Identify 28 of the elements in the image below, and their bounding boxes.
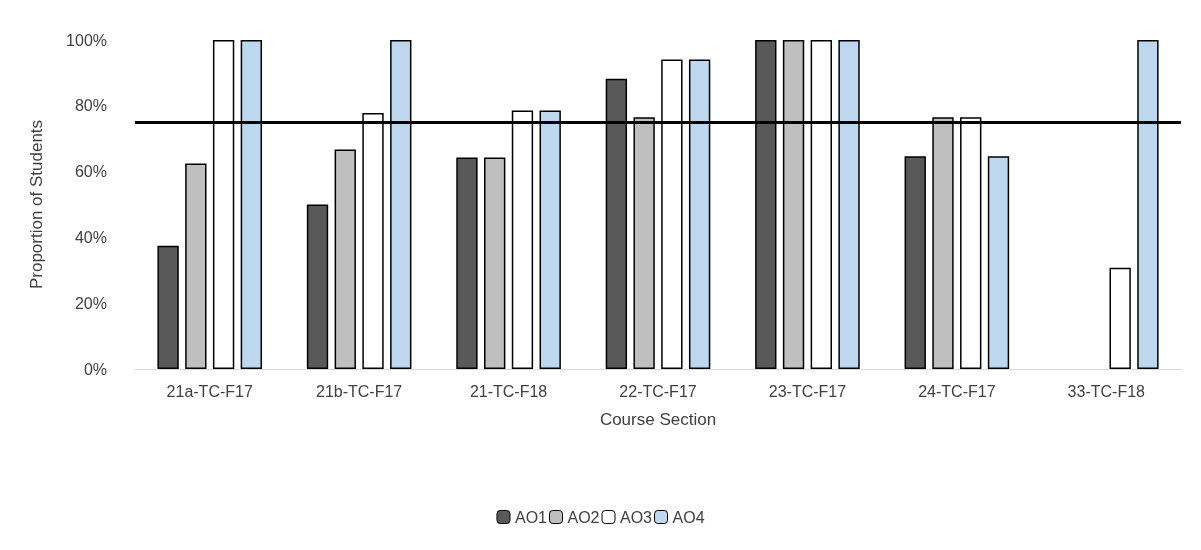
x-tick-label: 21b-TC-F17 bbox=[316, 382, 403, 400]
x-tick-label: 22-TC-F17 bbox=[619, 382, 697, 400]
bar bbox=[185, 163, 207, 369]
y-tick-label: 100% bbox=[66, 31, 107, 49]
y-tick-label: 40% bbox=[74, 228, 107, 246]
y-tick-label: 80% bbox=[74, 97, 107, 115]
y-tick-label: 20% bbox=[74, 294, 107, 312]
legend-label: AO4 bbox=[672, 508, 705, 526]
bar bbox=[334, 149, 356, 369]
bar bbox=[157, 245, 179, 369]
bar bbox=[306, 204, 329, 369]
bar bbox=[987, 156, 1010, 369]
x-tick-label: 23-TC-F17 bbox=[768, 382, 847, 400]
y-tick-label: 60% bbox=[74, 163, 107, 181]
x-tick-label: 21a-TC-F17 bbox=[166, 382, 253, 400]
y-axis-title: Proportion of Students bbox=[27, 119, 46, 290]
bar bbox=[1109, 267, 1131, 369]
bar bbox=[456, 157, 478, 369]
bar bbox=[484, 157, 506, 369]
x-tick-label: 24-TC-F17 bbox=[918, 382, 996, 400]
y-tick-label: 0% bbox=[83, 360, 107, 378]
legend-label: AO1 bbox=[514, 508, 548, 526]
x-axis-title: Course Section bbox=[599, 410, 717, 429]
legend-label: AO2 bbox=[567, 508, 600, 526]
x-tick-label: 21-TC-F18 bbox=[469, 382, 548, 400]
x-tick-label: 33-TC-F18 bbox=[1067, 382, 1146, 400]
legend-label: AO3 bbox=[620, 508, 653, 526]
bar bbox=[904, 156, 926, 369]
